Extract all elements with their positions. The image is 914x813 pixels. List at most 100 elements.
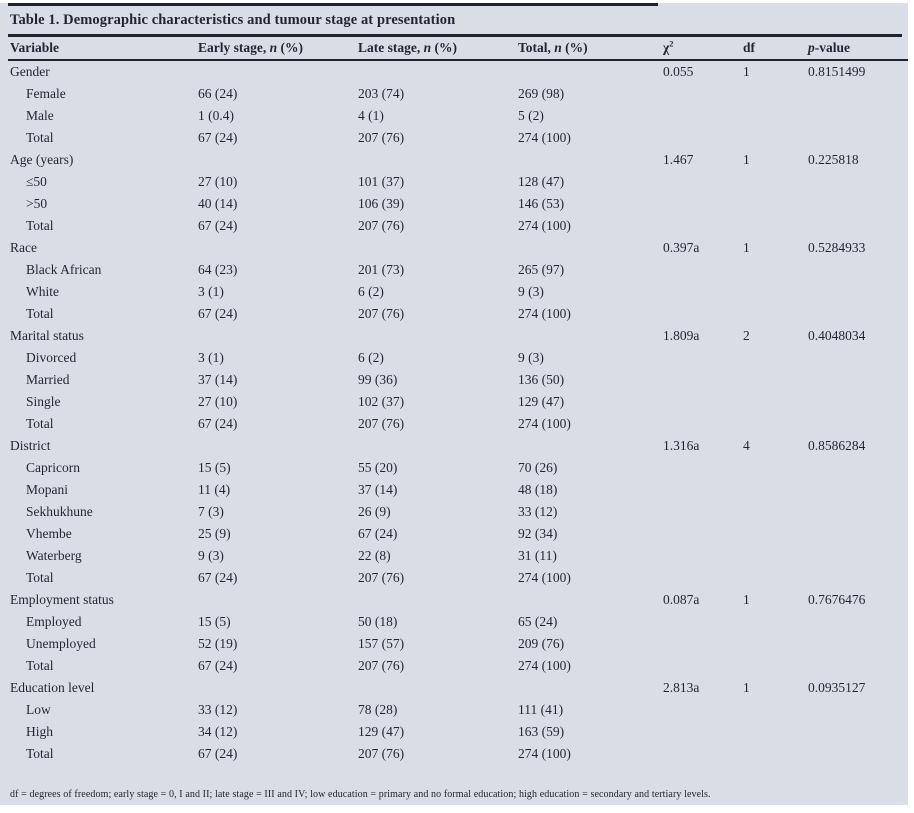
category-cell: Mopani xyxy=(26,482,68,497)
p-value-cell xyxy=(808,721,908,743)
table-row: Total 67 (24) 207 (76) 274 (100) xyxy=(8,567,908,589)
header-row: Variable Early stage, n (%) Late stage, … xyxy=(8,37,908,61)
total-cell xyxy=(518,677,663,699)
category-cell: Total xyxy=(26,570,54,585)
p-value-cell xyxy=(808,523,908,545)
total-cell: 111 (41) xyxy=(518,702,564,717)
chi-squared-cell xyxy=(663,347,743,369)
chi-squared-cell: 2.813a xyxy=(663,680,700,695)
early-stage-cell xyxy=(198,325,358,347)
late-stage-cell: 207 (76) xyxy=(358,130,405,145)
late-stage-cell: 102 (37) xyxy=(358,394,405,409)
table-content: Table 1. Demographic characteristics and… xyxy=(8,3,908,800)
df-cell: 1 xyxy=(743,592,750,607)
df-cell xyxy=(743,83,808,105)
early-stage-cell: 66 (24) xyxy=(198,86,238,101)
chi-squared-cell xyxy=(663,523,743,545)
chi-squared-cell xyxy=(663,721,743,743)
category-cell: Low xyxy=(26,702,51,717)
total-cell: 33 (12) xyxy=(518,504,558,519)
p-value-cell xyxy=(808,215,908,237)
table-top-rule xyxy=(8,3,658,6)
early-stage-cell: 67 (24) xyxy=(198,306,238,321)
late-stage-cell xyxy=(358,589,518,611)
df-cell xyxy=(743,215,808,237)
df-cell xyxy=(743,127,808,149)
late-stage-cell: 207 (76) xyxy=(358,416,405,431)
p-value-cell: 0.225818 xyxy=(808,152,859,167)
df-cell xyxy=(743,171,808,193)
p-value-cell xyxy=(808,413,908,435)
p-value-cell xyxy=(808,633,908,655)
early-stage-cell: 52 (19) xyxy=(198,636,238,651)
category-cell: Male xyxy=(26,108,54,123)
chi-squared-cell: 1.316a xyxy=(663,438,700,453)
table-body: Gender 0.055 1 0.8151499 Female 66 (24) 203 (7… xyxy=(8,60,908,765)
p-value-cell xyxy=(808,743,908,765)
table-row: Single 27 (10) 102 (37) 129 (47) xyxy=(8,391,908,413)
p-value-cell: 0.5284933 xyxy=(808,240,866,255)
chi-squared-cell: 1.467 xyxy=(663,152,694,167)
demographics-table: Variable Early stage, n (%) Late stage, … xyxy=(8,37,908,765)
group-row: Age (years) 1.467 1 0.225818 xyxy=(8,149,908,171)
late-stage-cell: 22 (8) xyxy=(358,548,391,563)
late-stage-cell: 6 (2) xyxy=(358,350,384,365)
total-cell: 269 (98) xyxy=(518,86,565,101)
p-value-cell xyxy=(808,545,908,567)
col-header-late-stage: Late stage, n (%) xyxy=(358,37,518,61)
category-cell: Single xyxy=(26,394,61,409)
total-cell: 146 (53) xyxy=(518,196,565,211)
early-stage-cell: 1 (0.4) xyxy=(198,108,234,123)
total-cell: 274 (100) xyxy=(518,570,571,585)
total-cell xyxy=(518,237,663,259)
table-row: Black African 64 (23) 201 (73) 265 (97) xyxy=(8,259,908,281)
table-row: High 34 (12) 129 (47) 163 (59) xyxy=(8,721,908,743)
early-stage-cell: 67 (24) xyxy=(198,570,238,585)
total-cell: 70 (26) xyxy=(518,460,558,475)
category-cell: Total xyxy=(26,416,54,431)
late-stage-cell: 207 (76) xyxy=(358,218,405,233)
late-stage-cell: 207 (76) xyxy=(358,658,405,673)
category-cell: ≤50 xyxy=(26,174,47,189)
table-row: Sekhukhune 7 (3) 26 (9) 33 (12) xyxy=(8,501,908,523)
early-stage-cell: 67 (24) xyxy=(198,218,238,233)
variable-cell: Education level xyxy=(10,680,95,695)
total-cell: 163 (59) xyxy=(518,724,565,739)
late-stage-cell: 106 (39) xyxy=(358,196,405,211)
group-row: District 1.316a 4 0.8586284 xyxy=(8,435,908,457)
total-cell: 274 (100) xyxy=(518,746,571,761)
df-cell xyxy=(743,655,808,677)
p-value-cell xyxy=(808,83,908,105)
category-cell: Total xyxy=(26,130,54,145)
total-cell: 136 (50) xyxy=(518,372,565,387)
late-stage-cell xyxy=(358,435,518,457)
chi-squared-cell xyxy=(663,193,743,215)
table-row: Low 33 (12) 78 (28) 111 (41) xyxy=(8,699,908,721)
df-cell xyxy=(743,259,808,281)
category-cell: Sekhukhune xyxy=(26,504,93,519)
total-cell xyxy=(518,149,663,171)
p-value-cell xyxy=(808,655,908,677)
chi-squared-cell xyxy=(663,171,743,193)
late-stage-cell xyxy=(358,677,518,699)
total-cell: 265 (97) xyxy=(518,262,565,277)
p-value-cell: 0.7676476 xyxy=(808,592,866,607)
early-stage-cell: 37 (14) xyxy=(198,372,238,387)
table-row: Total 67 (24) 207 (76) 274 (100) xyxy=(8,655,908,677)
df-cell xyxy=(743,457,808,479)
category-cell: Total xyxy=(26,658,54,673)
early-stage-cell: 40 (14) xyxy=(198,196,238,211)
category-cell: Divorced xyxy=(26,350,77,365)
late-stage-cell: 26 (9) xyxy=(358,504,391,519)
chi-squared-cell xyxy=(663,369,743,391)
df-cell xyxy=(743,479,808,501)
chi-squared-cell xyxy=(663,479,743,501)
early-stage-cell xyxy=(198,237,358,259)
p-value-cell xyxy=(808,479,908,501)
col-header-chi-squared: χ2 xyxy=(663,37,743,61)
total-cell: 274 (100) xyxy=(518,306,571,321)
late-stage-cell: 67 (24) xyxy=(358,526,398,541)
chi-squared-cell xyxy=(663,259,743,281)
df-cell xyxy=(743,391,808,413)
early-stage-cell: 67 (24) xyxy=(198,658,238,673)
